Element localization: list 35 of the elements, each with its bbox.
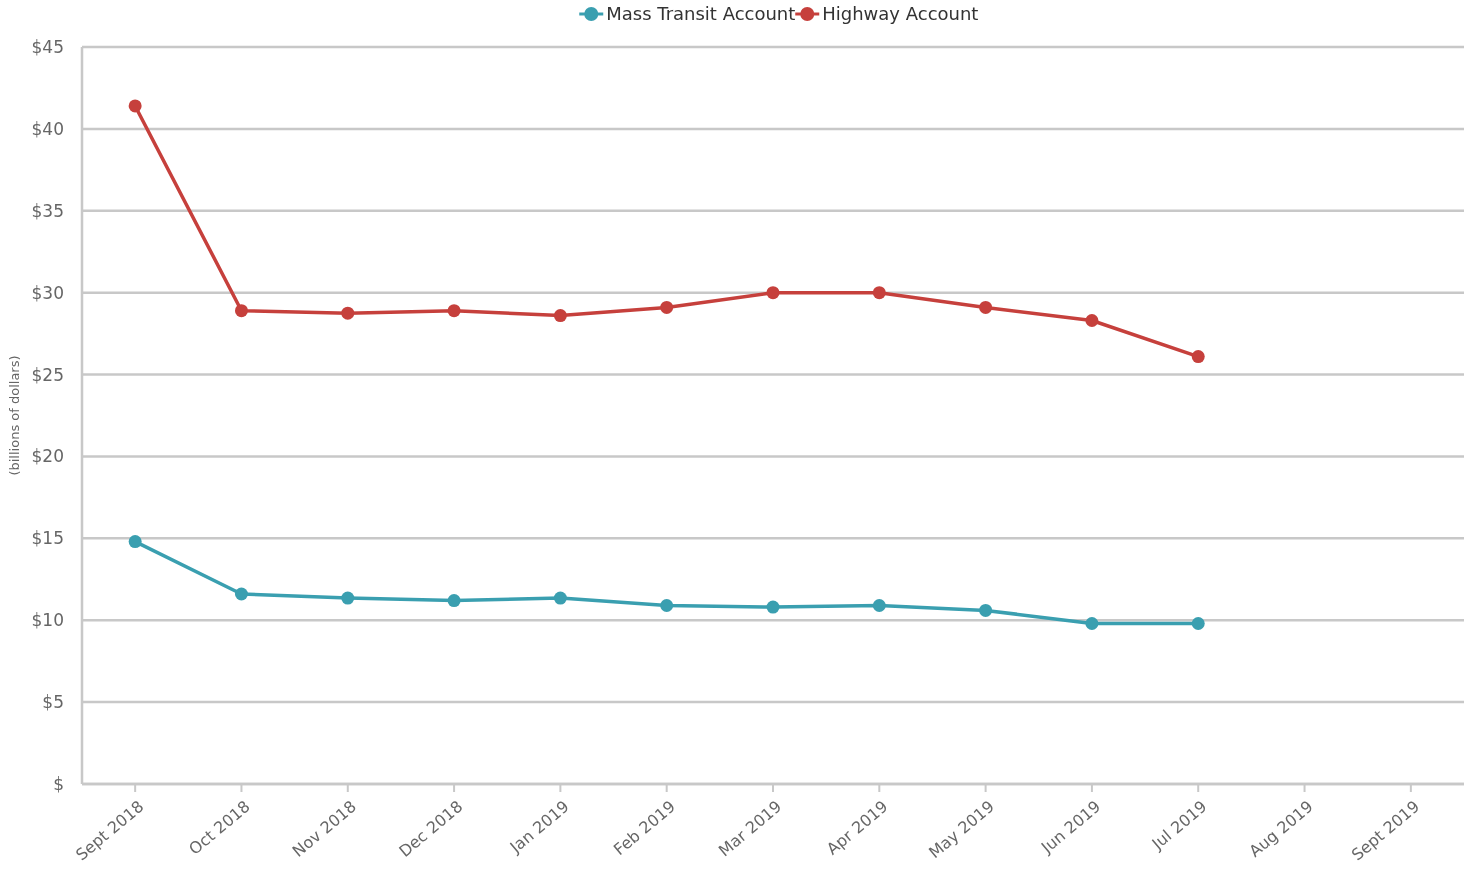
y-tick-label: $10: [31, 610, 64, 631]
y-tick-label: $20: [31, 446, 64, 467]
y-tick-label: $: [53, 773, 64, 794]
y-tick-label: $40: [31, 118, 64, 139]
point: [447, 304, 461, 318]
point: [341, 591, 355, 605]
legend-label: Highway Account: [822, 3, 979, 25]
point: [553, 591, 567, 605]
point: [1191, 350, 1205, 364]
y-tick-label: $35: [31, 200, 64, 221]
point: [234, 304, 248, 318]
point: [128, 99, 142, 113]
point: [766, 286, 780, 300]
y-tick-label: $5: [42, 692, 64, 713]
point: [341, 306, 355, 320]
point: [1191, 617, 1205, 630]
y-tick-label: $25: [31, 364, 64, 385]
y-tick-label: $45: [31, 36, 64, 57]
point: [128, 535, 142, 549]
y-tick-label: $30: [31, 282, 64, 303]
y-tick-label: $15: [31, 528, 64, 549]
point: [447, 594, 461, 608]
point: [660, 300, 674, 314]
point: [979, 300, 993, 314]
point: [234, 587, 248, 601]
point: [872, 598, 886, 612]
point: [1085, 617, 1099, 630]
point: [553, 309, 567, 323]
point: [766, 600, 780, 614]
point: [979, 603, 993, 617]
point: [660, 598, 674, 612]
point: [872, 286, 886, 300]
point: [1085, 314, 1099, 328]
legend-label: Mass Transit Account: [606, 3, 796, 25]
y-axis-title: (billions of dollars): [6, 355, 22, 476]
